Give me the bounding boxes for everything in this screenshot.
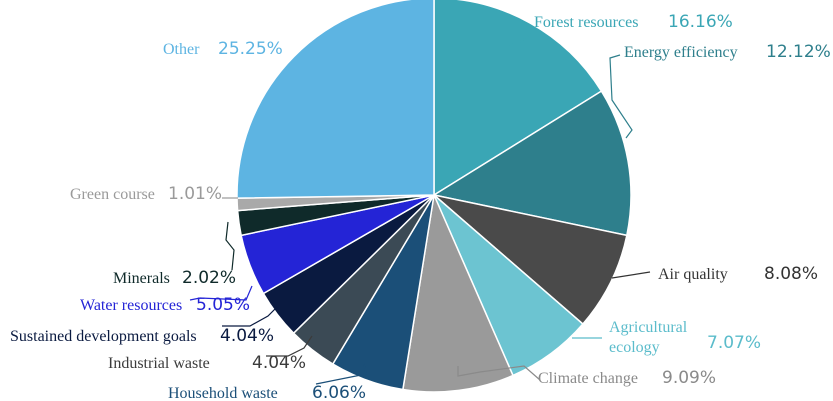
slice-label-forest-resources: Forest resources (534, 14, 638, 31)
leader-line-air-quality (611, 271, 651, 279)
slice-value-forest-resources: 16.16% (668, 12, 733, 32)
slice-value-minerals: 2.02% (182, 268, 236, 288)
leader-line-sustained-development-goals (222, 305, 279, 327)
slice-label-green-course: Green course (70, 186, 155, 203)
pie-wedges (236, 0, 632, 393)
slice-value-green-course: 1.01% (168, 184, 222, 204)
slice-other (236, 0, 435, 199)
slice-label-climate-change: Climate change (538, 370, 638, 387)
slice-value-other: 25.25% (218, 39, 283, 59)
leader-line-minerals (225, 221, 235, 271)
slice-labels: Forest resources 16.16% Energy efficiency 1… (10, 12, 831, 401)
slice-climate-change (402, 192, 514, 393)
slice-label-air-quality: Air quality (658, 266, 728, 283)
slice-label-energy-efficiency: Energy efficiency (624, 44, 738, 61)
slice-label-agricultural-ecology: Agricultural (609, 319, 688, 336)
slice-label-minerals: Minerals (113, 270, 170, 287)
slice-energy-efficiency (432, 90, 632, 237)
leader-line-climate-change (457, 365, 541, 381)
leader-line-industrial-waste (266, 335, 313, 357)
leader-line-household-waste (315, 363, 367, 385)
slice-label-agricultural-ecology: ecology (609, 339, 660, 356)
slice-value-climate-change: 9.09% (662, 368, 716, 388)
slice-forest-resources (433, 0, 603, 197)
slice-label-sustained-development-goals: Sustained development goals (10, 328, 197, 345)
slice-label-industrial-waste: Industrial waste (108, 355, 210, 372)
leader-line-forest-resources (505, 31, 535, 47)
slice-value-industrial-waste: 4.04% (252, 353, 306, 373)
leader-line-water-resources (189, 285, 253, 301)
slice-value-energy-efficiency: 12.12% (766, 42, 831, 62)
slice-label-water-resources: Water resources (80, 297, 182, 314)
slice-label-other: Other (163, 41, 200, 58)
leader-line-energy-efficiency (609, 54, 633, 139)
slice-value-household-waste: 6.06% (312, 383, 366, 401)
slice-value-air-quality: 8.08% (764, 264, 818, 284)
slice-label-household-waste: Household waste (168, 385, 278, 401)
slice-air-quality (431, 193, 628, 326)
slice-value-water-resources: 5.05% (196, 295, 250, 315)
slice-value-sustained-development-goals: 4.04% (220, 326, 274, 346)
slice-value-agricultural-ecology: 7.07% (707, 333, 761, 353)
